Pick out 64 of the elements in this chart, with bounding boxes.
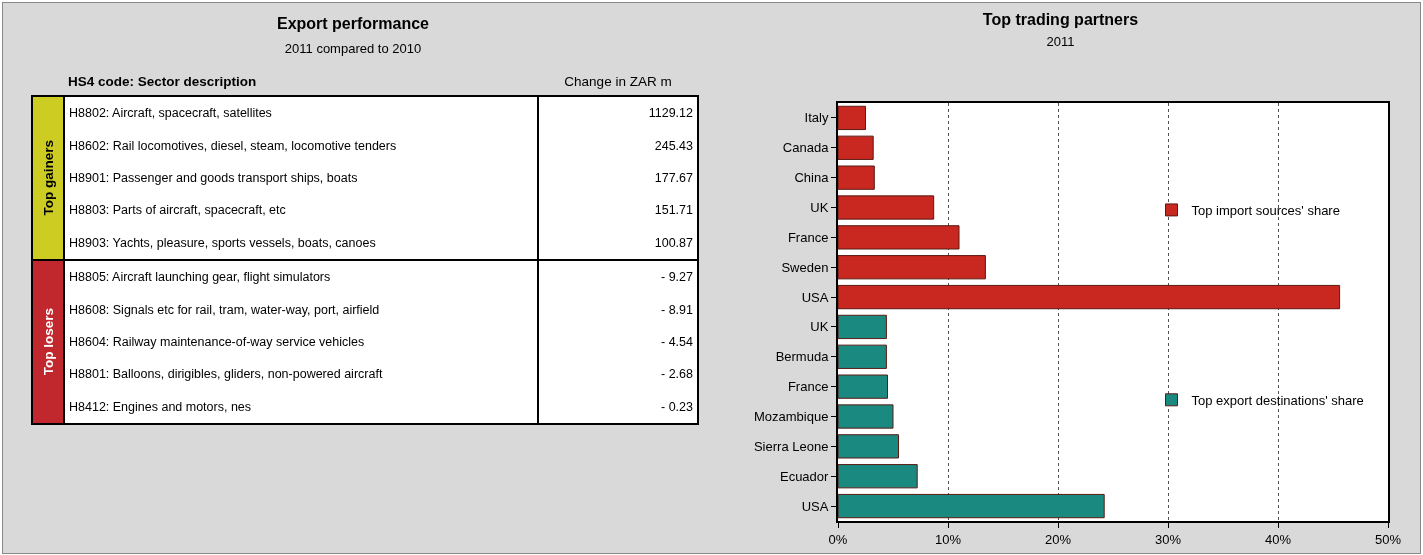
data-label: 245.43 (538, 129, 698, 162)
y-tick-label: USA (801, 289, 829, 305)
chart-subtitle: 2011 (1046, 33, 1075, 49)
x-tick-label: 10% (934, 531, 962, 547)
legend-label: Top import sources' share (1191, 202, 1340, 218)
data-label: - 0.23 (538, 390, 698, 424)
bar (838, 464, 918, 489)
data-label: - 4.54 (538, 325, 698, 359)
category-label: H8608: Signals etc for rail, tram, water-way, port, airfield (64, 293, 538, 326)
y-tick-label: Mozambique (753, 409, 829, 425)
y-tick-label: Ecuador (779, 468, 830, 484)
legend-label: Top export destinations' share (1191, 392, 1364, 408)
bar (838, 374, 888, 399)
text: Top losers (40, 308, 56, 376)
text: Change in ZAR m (563, 74, 673, 91)
y-tick-label: Italy (804, 110, 829, 126)
bar (838, 105, 866, 131)
bar (838, 344, 887, 369)
bar (838, 404, 894, 429)
category-label: H8412: Engines and motors, nes (64, 390, 538, 424)
bar (838, 434, 899, 459)
category-label: H8602: Rail locomotives, diesel, steam, locomotive tenders (64, 129, 538, 162)
data-label: - 8.91 (538, 293, 698, 326)
category-label: H8901: Passenger and goods transport ships, boats (64, 161, 538, 195)
bar (838, 165, 875, 190)
x-tick-label: 20% (1044, 531, 1072, 547)
x-tick-label: 0% (828, 531, 848, 547)
data-label: 100.87 (538, 226, 698, 260)
bar (838, 255, 986, 280)
category-label: H8801: Balloons, dirigibles, gliders, non-powered aircraft (64, 358, 538, 391)
x-tick-label: 30% (1154, 531, 1182, 547)
category-label: H8802: Aircraft, spacecraft, satellites (64, 96, 538, 130)
x-tick-label: 40% (1264, 531, 1292, 547)
category-label: H8805: Aircraft launching gear, flight simulators (64, 259, 538, 294)
category-label: H8604: Railway maintenance-of-way service vehicles (64, 325, 538, 359)
data-label: 1129.12 (538, 96, 698, 130)
y-tick-label: Sierra Leone (753, 438, 829, 454)
bar (838, 284, 1341, 310)
y-tick-label: China (794, 170, 830, 186)
bar (838, 493, 1105, 519)
x-tick-label: 50% (1374, 531, 1402, 547)
bar (838, 195, 935, 220)
data-label: 151.71 (538, 194, 698, 227)
text: Top gainers (40, 140, 56, 216)
text: 2011 compared to 2010 (283, 41, 423, 56)
category-label: H8803: Parts of aircraft, spacecraft, etc (64, 194, 538, 227)
data-label: 177.67 (538, 161, 698, 195)
y-tick-label: UK (810, 319, 829, 335)
y-tick-label: UK (810, 200, 829, 216)
text: HS4 code: Sector description (67, 74, 258, 91)
y-tick-label: Canada (782, 140, 830, 156)
category-label: H8903: Yachts, pleasure, sports vessels, boats, canoes (64, 226, 538, 260)
y-tick-label: France (787, 229, 829, 245)
y-tick-label: France (787, 379, 829, 395)
bar (838, 225, 960, 250)
text: Export performance (275, 15, 430, 33)
y-tick-label: Sweden (781, 259, 829, 275)
chart-title: Top trading partners (982, 10, 1139, 28)
bar (838, 314, 887, 340)
y-tick-label: Bermuda (775, 349, 830, 365)
bar (838, 135, 874, 160)
y-tick-label: USA (801, 498, 829, 514)
data-label: - 9.27 (538, 259, 698, 294)
data-label: - 2.68 (538, 358, 698, 391)
